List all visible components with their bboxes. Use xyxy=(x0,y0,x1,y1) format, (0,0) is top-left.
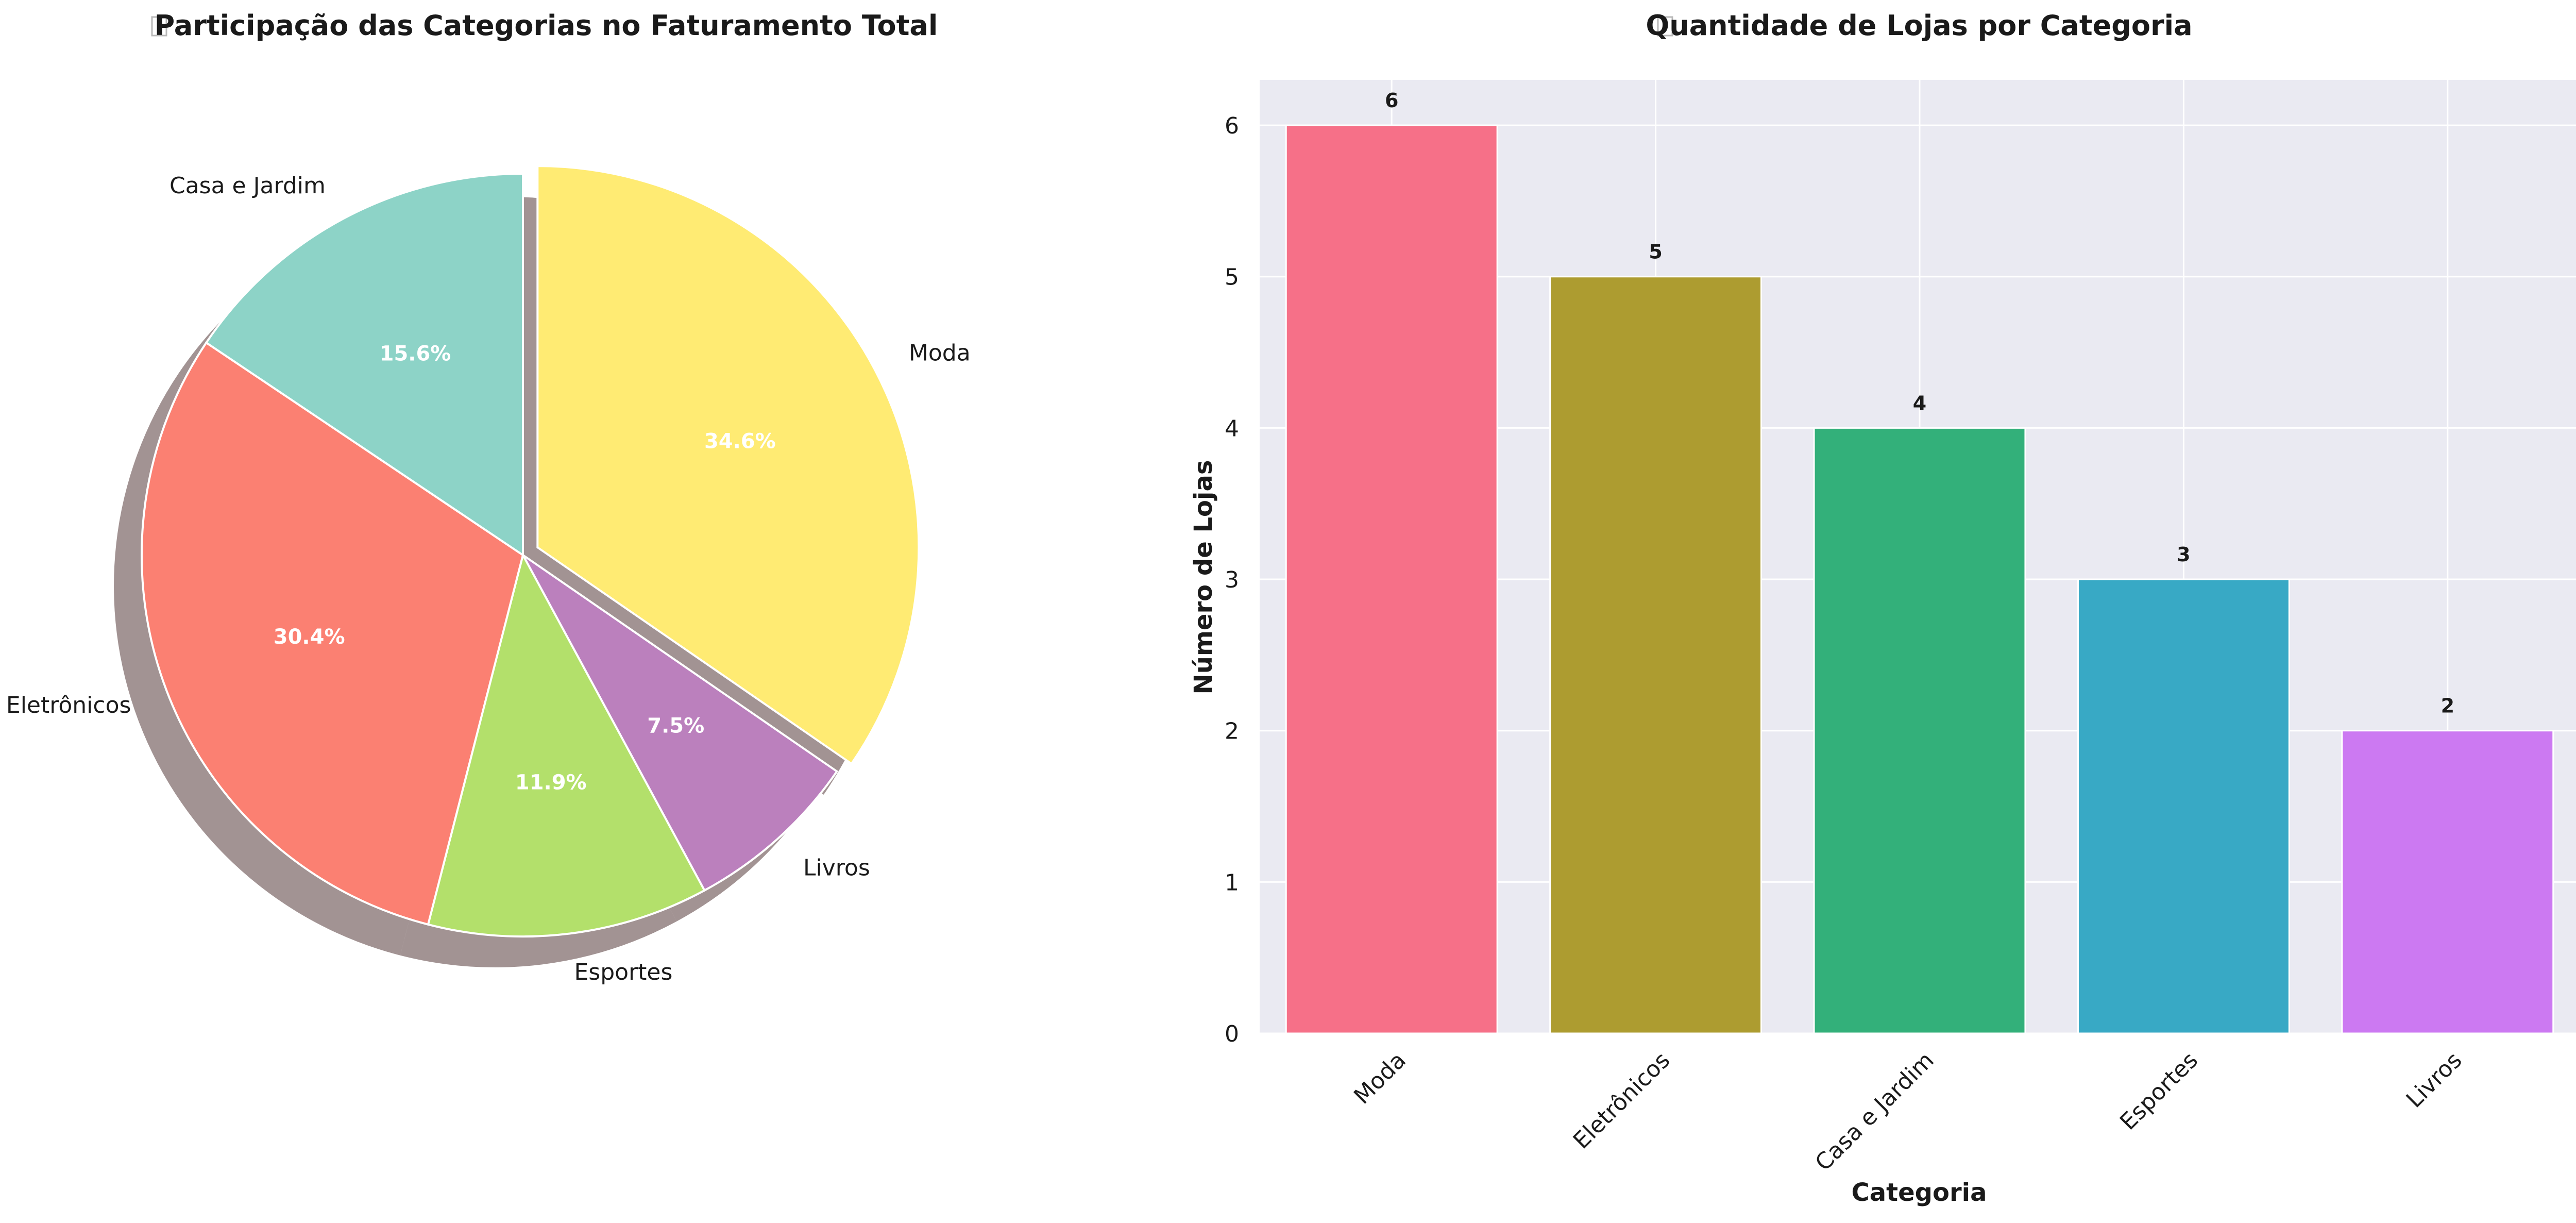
x-tick-label-livros: Livros xyxy=(2401,1047,2467,1113)
y-axis-title: Número de Lojas xyxy=(1189,460,1218,695)
bar-value-label-eletronicos: 5 xyxy=(1649,241,1662,263)
y-tick-label: 3 xyxy=(1225,567,1239,593)
bar-value-label-livros: 2 xyxy=(2441,695,2454,717)
bar-value-label-esportes: 3 xyxy=(2177,543,2190,566)
y-tick-label: 0 xyxy=(1225,1021,1239,1047)
pie-slice-percent-moda: 34.6% xyxy=(704,430,776,454)
bar-esportes xyxy=(2077,578,2290,1034)
pie-slice-eletronicos xyxy=(141,341,524,926)
pie-slice-livros xyxy=(522,554,839,892)
y-tick-label: 1 xyxy=(1225,869,1239,896)
pie-slice-label-esportes: Esportes xyxy=(574,959,672,985)
title-glyph-icon xyxy=(151,16,167,37)
pie-slice-moda xyxy=(536,165,920,765)
pie-slice-esportes xyxy=(427,552,706,937)
pie-slice-label-eletronicos: Eletrônicos xyxy=(6,692,131,718)
pie-slice-label-livros: Livros xyxy=(803,855,870,881)
y-tick-label: 6 xyxy=(1225,113,1239,139)
pie-slice-percent-livros: 7.5% xyxy=(647,714,704,738)
bar-value-labels: 6 5 4 3 2 xyxy=(1385,89,2454,717)
x-tick-label-esportes: Esportes xyxy=(2115,1047,2203,1135)
pie-slice-percent-eletronicos: 30.4% xyxy=(274,625,345,649)
x-axis-ticks: Moda Eletrônicos Casa e Jardim Esportes Livr… xyxy=(1349,1047,2467,1176)
pie-slice-label-casa-e-jardim: Casa e Jardim xyxy=(170,173,326,199)
pie-chart-title: Participação das Categorias no Faturamen… xyxy=(155,9,938,42)
pie-chart-panel: Participação das Categorias no Faturamen… xyxy=(6,9,971,985)
title-glyph-icon xyxy=(1657,16,1673,37)
x-tick-label-casa-e-jardim: Casa e Jardim xyxy=(1810,1047,1939,1176)
pie-slice-label-moda: Moda xyxy=(909,340,971,366)
x-tick-label-eletronicos: Eletrônicos xyxy=(1568,1047,1675,1154)
pie-labels: Moda 34.6% Livros 7.5% Esportes 11.9% Eletrôni… xyxy=(6,173,971,985)
y-axis-ticks: 0 1 2 3 4 5 6 xyxy=(1225,113,1239,1047)
bar-value-label-moda: 6 xyxy=(1385,89,1398,112)
x-tick-label-moda: Moda xyxy=(1349,1047,1411,1110)
bar-moda xyxy=(1285,124,1498,1034)
y-tick-label: 5 xyxy=(1225,264,1239,291)
pie-slices xyxy=(141,165,920,937)
y-tick-label: 2 xyxy=(1225,718,1239,745)
bars xyxy=(1285,124,2554,1034)
pie-slice-percent-casa-e-jardim: 15.6% xyxy=(380,342,451,365)
bar-eletronicos xyxy=(1549,276,1762,1034)
bar-chart-title: Quantidade de Lojas por Categoria xyxy=(1646,9,2192,42)
y-tick-label: 4 xyxy=(1225,415,1239,442)
bar-casa-e-jardim xyxy=(1813,427,2026,1034)
bar-chart-panel: Quantidade de Lojas por Categoria 65432 … xyxy=(1189,9,2576,1207)
pie-slice-percent-esportes: 11.9% xyxy=(515,771,587,795)
pie-slice-casa-e-jardim xyxy=(205,172,524,557)
bar-livros xyxy=(2341,730,2554,1034)
bar-value-label-casa-e-jardim: 4 xyxy=(1913,392,1926,414)
x-axis-title: Categoria xyxy=(1852,1178,1987,1207)
